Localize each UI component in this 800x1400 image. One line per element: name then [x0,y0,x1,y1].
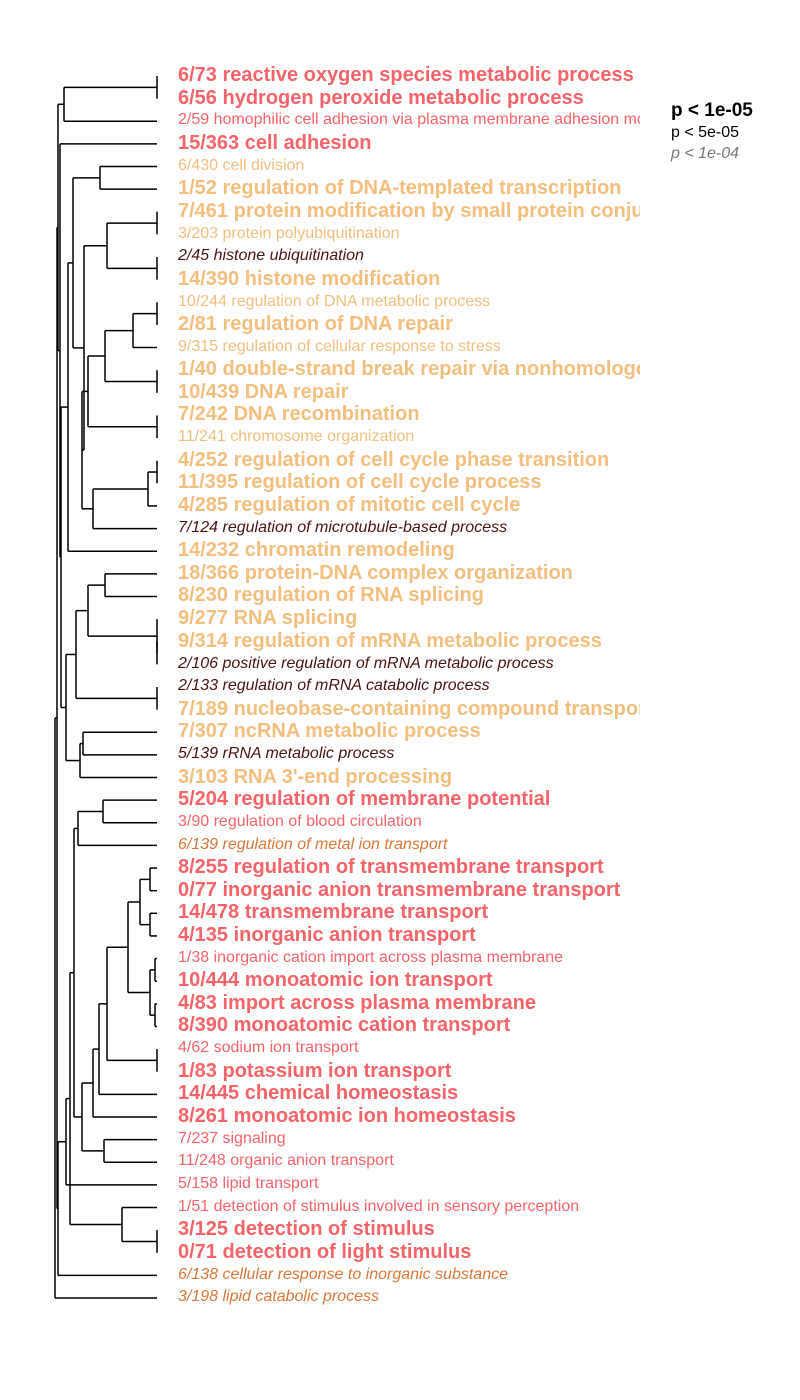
term-label: 2/81 regulation of DNA repair [178,313,453,334]
term-label: 5/204 regulation of membrane potential [178,789,551,810]
term-label: 3/198 lipid catabolic process [178,1289,380,1306]
term-label: 6/139 regulation of metal ion transport [178,836,448,853]
term-label: 6/73 reactive oxygen species metabolic p… [178,65,634,85]
term-label: 9/277 RNA splicing [178,608,358,629]
term-label: 9/315 regulation of cellular response to… [178,338,501,355]
term-label: 4/135 inorganic anion transport [178,924,476,945]
term-label: 7/124 regulation of microtubule-based pr… [178,519,508,536]
term-label: 11/241 chromosome organization [178,429,415,446]
term-label: 15/363 cell adhesion [178,132,372,153]
term-label: 11/248 organic anion transport [178,1153,394,1170]
term-label: 4/252 regulation of cell cycle phase tra… [178,449,610,470]
term-label: 14/445 chemical homeostasis [178,1083,459,1104]
term-label: 11/395 regulation of cell cycle process [178,472,542,493]
term-label: 3/203 protein polyubiquitination [178,225,400,242]
term-label: 6/56 hydrogen peroxide metabolic process [178,87,584,108]
term-label: 5/158 lipid transport [178,1176,319,1193]
legend-weak: p < 1e-04 [671,145,740,162]
term-label: 2/59 homophilic cell adhesion via plasma… [178,112,640,129]
term-label: 2/133 regulation of mRNA catabolic proce… [178,678,490,695]
term-label: 8/390 monoatomic cation transport [178,1015,511,1036]
term-label: 7/242 DNA recombination [178,404,420,425]
term-label: 2/45 histone ubiquitination [178,248,364,265]
term-label: 18/366 protein-DNA complex organization [178,562,573,583]
term-label: 14/390 histone modification [178,268,441,289]
term-label: 4/62 sodium ion transport [178,1040,359,1057]
term-label: 4/83 import across plasma membrane [178,992,536,1013]
term-label: 1/51 detection of stimulus involved in s… [178,1198,580,1215]
term-label: 14/232 chromatin remodeling [178,540,455,561]
term-label: 8/255 regulation of transmembrane transp… [178,857,604,878]
term-label: 7/189 nucleobase-containing compound tra… [178,698,640,719]
term-label: 9/314 regulation of mRNA metabolic proce… [178,630,602,651]
term-label: 3/103 RNA 3'-end processing [178,766,453,787]
term-label: 8/261 monoatomic ion homeostasis [178,1105,516,1126]
term-label: 7/307 ncRNA metabolic process [178,721,481,742]
term-label: 1/83 potassium ion transport [178,1060,452,1081]
term-label: 3/90 regulation of blood circulation [178,813,422,830]
term-label: 3/125 detection of stimulus [178,1219,435,1240]
term-label: 10/444 monoatomic ion transport [178,970,493,991]
term-label: 10/439 DNA repair [178,381,349,402]
term-label: 1/38 inorganic cation import across plas… [178,949,564,966]
term-label: 0/77 inorganic anion transmembrane trans… [178,879,621,900]
term-label: 14/478 transmembrane transport [178,902,489,923]
term-label: 10/244 regulation of DNA metabolic proce… [178,293,491,310]
legend-strong: p < 1e-05 [671,100,753,121]
term-label: 1/40 double-strand break repair via nonh… [178,359,640,380]
term-label: 8/230 regulation of RNA splicing [178,585,484,606]
term-label: 6/430 cell division [178,157,305,174]
term-label: 7/461 protein modification by small prot… [178,200,640,221]
term-label: 5/139 rRNA metabolic process [178,746,395,763]
term-label: 4/285 regulation of mitotic cell cycle [178,494,521,515]
term-label: 2/106 positive regulation of mRNA metabo… [178,655,554,672]
term-label: 0/71 detection of light stimulus [178,1241,472,1262]
term-label: 6/138 cellular response to inorganic sub… [178,1266,508,1283]
term-label: 7/237 signaling [178,1130,286,1147]
legend-medium: p < 5e-05 [671,124,740,141]
term-label: 1/52 regulation of DNA-templated transcr… [178,178,622,199]
